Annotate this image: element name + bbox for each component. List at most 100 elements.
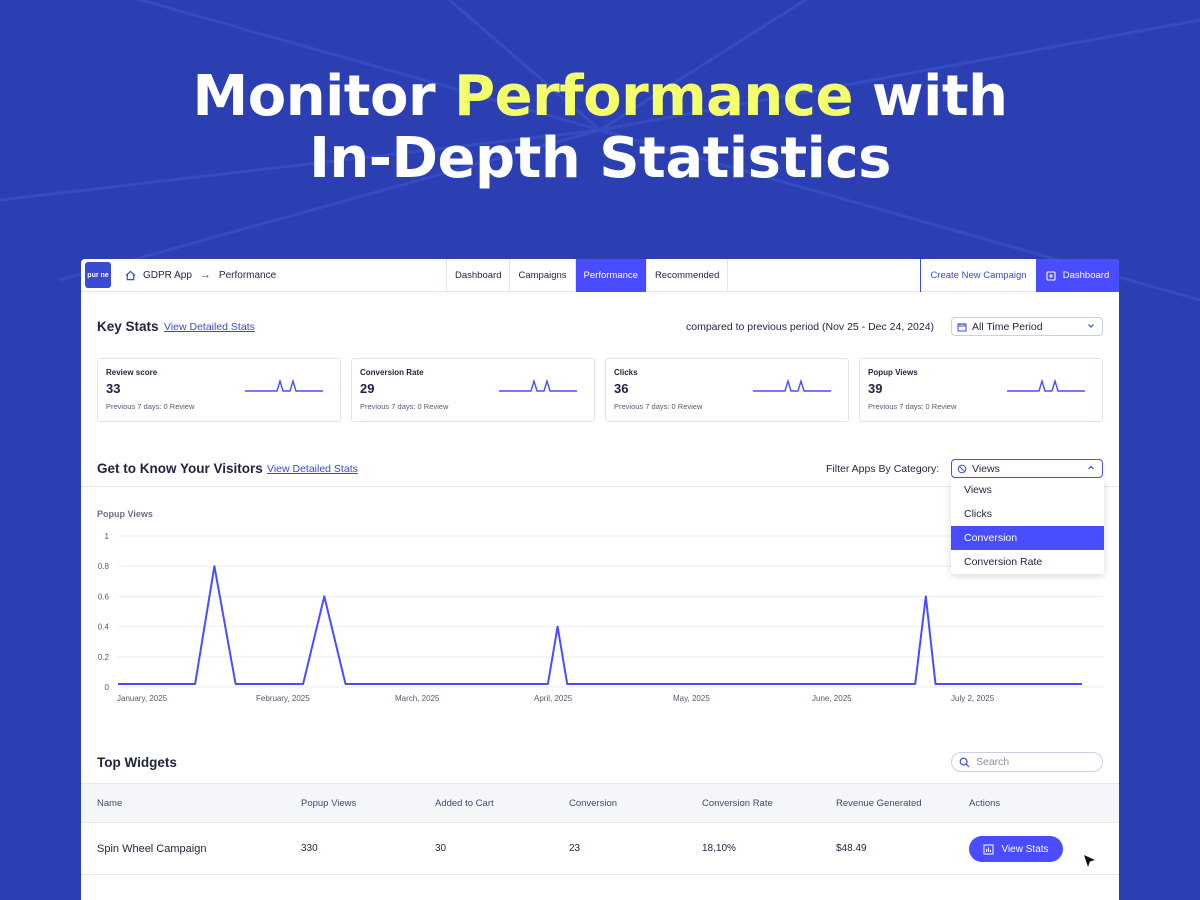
topbar: pur ne GDPR App → Performance Dashboard … bbox=[81, 259, 1119, 292]
nav-tabs: Dashboard Campaigns Performance Recommen… bbox=[446, 259, 729, 292]
tab-campaigns[interactable]: Campaigns bbox=[509, 259, 574, 292]
x-tick-label: June, 2025 bbox=[812, 694, 852, 703]
table-header: Name Popup Views Added to Cart Conversio… bbox=[81, 783, 1119, 823]
series-line bbox=[118, 565, 1082, 685]
category-filter-select[interactable]: Views bbox=[951, 459, 1103, 478]
period-select-value: All Time Period bbox=[972, 320, 1043, 333]
cell-cart: 30 bbox=[435, 843, 447, 854]
breadcrumb: GDPR App → Performance bbox=[125, 269, 276, 281]
x-tick-label: March, 2025 bbox=[395, 694, 440, 703]
col-popup-views[interactable]: Popup Views bbox=[301, 798, 357, 809]
chevron-up-icon bbox=[1088, 465, 1094, 470]
top-widgets-title: Top Widgets bbox=[97, 755, 177, 770]
dashboard-button-label: Dashboard bbox=[1062, 270, 1110, 281]
key-stats-title: Key Stats bbox=[97, 319, 159, 334]
popup-views-chart: 0 0.2 0.4 0.6 0.8 1 January, 2025 February, 202… bbox=[98, 532, 1103, 703]
x-tick-label: July 2, 2025 bbox=[951, 694, 995, 703]
category-dropdown: Views Clicks Conversion Conversion Rate bbox=[951, 478, 1104, 574]
stat-value: 29 bbox=[360, 381, 375, 396]
app-logo[interactable]: pur ne bbox=[85, 262, 111, 288]
table-row bbox=[81, 876, 1119, 900]
create-campaign-button[interactable]: Create New Campaign bbox=[920, 259, 1036, 292]
cell-views: 330 bbox=[301, 843, 318, 854]
stat-label: Clicks bbox=[614, 368, 638, 377]
breadcrumb-page: Performance bbox=[218, 269, 277, 281]
headline-line2: In-Depth Statistics bbox=[309, 126, 891, 191]
stat-value: 33 bbox=[106, 381, 121, 396]
col-revenue[interactable]: Revenue Generated bbox=[836, 798, 922, 809]
col-conversion-rate[interactable]: Conversion Rate bbox=[702, 798, 773, 809]
app-window: pur ne GDPR App → Performance Dashboard … bbox=[81, 259, 1119, 900]
tab-dashboard[interactable]: Dashboard bbox=[446, 259, 509, 292]
view-stats-button[interactable]: View Stats bbox=[969, 836, 1063, 862]
chart-title: Popup Views bbox=[97, 509, 153, 519]
cell-name: Spin Wheel Campaign bbox=[97, 843, 207, 855]
table-row: Spin Wheel Campaign 330 30 23 18,10% $48… bbox=[81, 823, 1119, 875]
stat-card-clicks: Clicks 36 Previous 7 days: 0 Review bbox=[605, 358, 849, 422]
stat-sub: Previous 7 days: 0 Review bbox=[360, 402, 449, 411]
sparkline bbox=[245, 378, 323, 392]
search-icon bbox=[959, 757, 970, 767]
stat-card-conversion-rate: Conversion Rate 29 Previous 7 days: 0 Re… bbox=[351, 358, 595, 422]
stat-value: 36 bbox=[614, 381, 629, 396]
cell-rate: 18,10% bbox=[702, 843, 736, 854]
dropdown-option-clicks[interactable]: Clicks bbox=[964, 508, 992, 520]
headline: Monitor Performance with In-Depth Statis… bbox=[0, 66, 1200, 190]
chevron-down-icon bbox=[1088, 324, 1094, 328]
stat-sub: Previous 7 days: 0 Review bbox=[868, 402, 957, 411]
col-conversion[interactable]: Conversion bbox=[569, 798, 618, 809]
dashboard-button[interactable]: Dashboard bbox=[1036, 259, 1119, 292]
stat-card-review-score: Review score 33 Previous 7 days: 0 Revie… bbox=[97, 358, 341, 422]
bar-chart-icon bbox=[983, 844, 994, 854]
filter-label: Filter Apps By Category: bbox=[826, 463, 940, 475]
visitors-title: Get to Know Your Visitors bbox=[97, 461, 263, 476]
filter-select-value: Views bbox=[972, 462, 1000, 475]
col-name[interactable]: Name bbox=[97, 798, 123, 809]
stat-label: Conversion Rate bbox=[360, 368, 424, 377]
search-placeholder: Search bbox=[976, 756, 1010, 768]
dropdown-option-conversion-rate[interactable]: Conversion Rate bbox=[964, 556, 1043, 568]
dropdown-option-conversion[interactable]: Conversion bbox=[951, 526, 1104, 550]
stat-card-popup-views: Popup Views 39 Previous 7 days: 0 Review bbox=[859, 358, 1103, 422]
y-tick-label: 0.4 bbox=[98, 623, 110, 632]
section-divider bbox=[81, 486, 1119, 487]
cell-revenue: $48.49 bbox=[836, 843, 867, 854]
compare-period-text: compared to previous period (Nov 25 - De… bbox=[686, 321, 935, 333]
stat-sub: Previous 7 days: 0 Review bbox=[614, 402, 703, 411]
calendar-icon bbox=[957, 322, 967, 331]
arrow-right-icon: → bbox=[199, 269, 211, 281]
stat-label: Review score bbox=[106, 368, 158, 377]
x-tick-label: May, 2025 bbox=[673, 694, 710, 703]
cell-conversion: 23 bbox=[569, 843, 581, 854]
stat-value: 39 bbox=[868, 381, 883, 396]
y-tick-label: 0.8 bbox=[98, 562, 110, 571]
headline-part2: with bbox=[852, 64, 1008, 129]
headline-highlight: Performance bbox=[454, 64, 853, 129]
eye-off-icon bbox=[957, 464, 967, 473]
col-added-to-cart[interactable]: Added to Cart bbox=[435, 798, 494, 809]
sparkline bbox=[753, 378, 831, 392]
sparkline bbox=[1007, 378, 1085, 392]
stat-label: Popup Views bbox=[868, 368, 918, 377]
key-stats-link[interactable]: View Detailed Stats bbox=[164, 321, 255, 333]
col-actions: Actions bbox=[969, 798, 1001, 809]
mouse-cursor-icon bbox=[1084, 855, 1095, 867]
x-tick-label: February, 2025 bbox=[256, 694, 310, 703]
visitors-link[interactable]: View Detailed Stats bbox=[267, 463, 358, 475]
x-tick-label: January, 2025 bbox=[117, 694, 168, 703]
tab-performance[interactable]: Performance bbox=[574, 259, 646, 292]
dropdown-option-views[interactable]: Views bbox=[964, 484, 992, 496]
stat-sub: Previous 7 days: 0 Review bbox=[106, 402, 195, 411]
home-icon[interactable] bbox=[125, 270, 136, 281]
box-icon bbox=[1046, 270, 1056, 281]
view-stats-label: View Stats bbox=[1001, 843, 1049, 855]
x-tick-label: April, 2025 bbox=[534, 694, 573, 703]
breadcrumb-app[interactable]: GDPR App bbox=[143, 269, 192, 281]
period-select[interactable]: All Time Period bbox=[951, 317, 1103, 336]
y-tick-label: 0.6 bbox=[98, 592, 110, 601]
sparkline bbox=[499, 378, 577, 392]
tab-recommended[interactable]: Recommended bbox=[645, 259, 729, 292]
search-input[interactable]: Search bbox=[951, 752, 1103, 772]
y-tick-label: 0 bbox=[105, 683, 110, 692]
y-tick-label: 0.2 bbox=[98, 653, 110, 662]
